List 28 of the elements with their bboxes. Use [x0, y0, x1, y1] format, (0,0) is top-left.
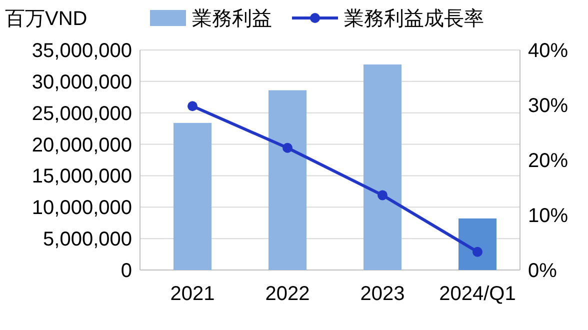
y2-tick-label: 20%: [528, 150, 568, 172]
x-tick-label: 2024/Q1: [439, 283, 516, 305]
legend-label: 業務利益: [192, 8, 272, 30]
point: [378, 190, 388, 200]
y-tick-label: 0: [120, 260, 132, 282]
x-tick-label: 2021: [170, 283, 215, 305]
point: [282, 142, 292, 153]
y-tick-label: 20,000,000: [32, 134, 132, 156]
bar: [268, 90, 306, 270]
x-tick-label: 2023: [360, 283, 405, 305]
point: [188, 101, 198, 112]
point: [472, 246, 482, 257]
y2-tick-label: 30%: [528, 95, 568, 117]
bar: [364, 64, 402, 270]
x-tick-label: 2022: [265, 283, 310, 305]
y2-tick-label: 0%: [528, 260, 558, 282]
bar: [174, 122, 212, 270]
y2-tick-label: 10%: [528, 205, 568, 227]
y-tick-label: 25,000,000: [32, 102, 132, 125]
y-tick-label: 5,000,000: [43, 228, 132, 251]
y2-tick-label: 40%: [528, 40, 568, 62]
legend-label: 業務利益成長率: [344, 8, 484, 30]
y-axis-title: 百万VND: [5, 8, 88, 30]
y-tick-label: 30,000,000: [32, 71, 132, 94]
y-tick-label: 15,000,000: [32, 166, 132, 188]
bar: [458, 218, 496, 270]
y-tick-label: 35,000,000: [32, 40, 132, 62]
y-tick-label: 10,000,000: [32, 197, 132, 220]
